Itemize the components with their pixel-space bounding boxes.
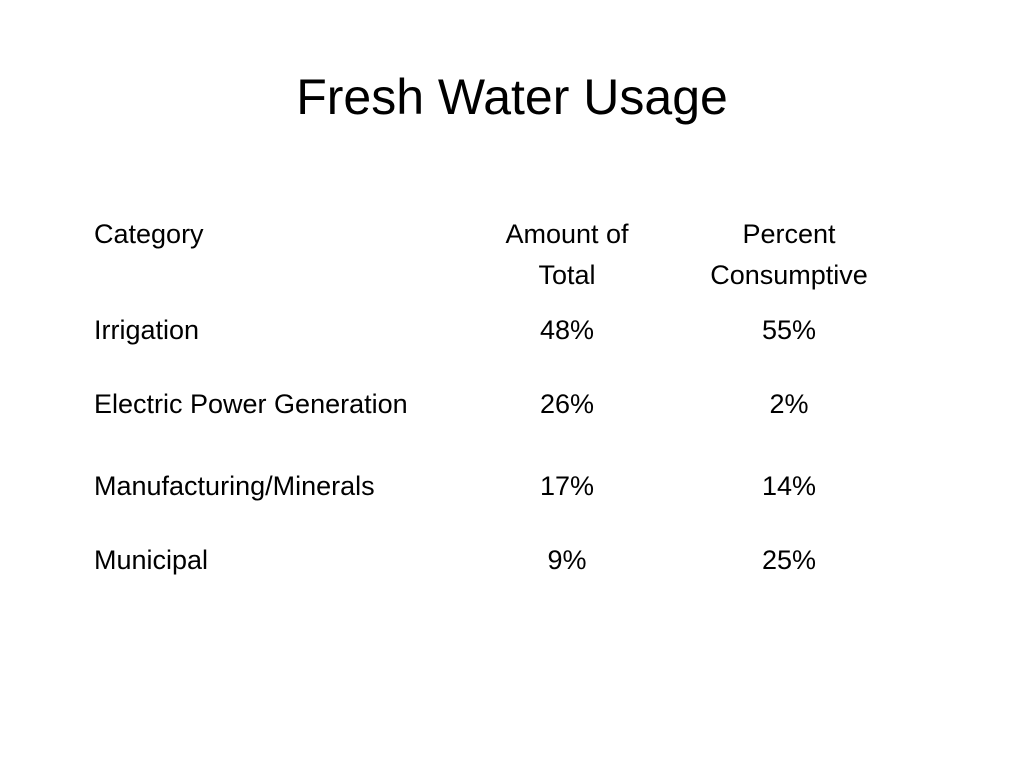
header-percent: Percent Consumptive bbox=[710, 219, 868, 290]
row-amount: 9% bbox=[547, 545, 587, 575]
row-percent: 2% bbox=[769, 389, 809, 419]
header-amount: Amount of Total bbox=[505, 219, 629, 290]
row-percent: 14% bbox=[761, 471, 817, 501]
row-percent: 55% bbox=[761, 315, 817, 345]
row-amount: 17% bbox=[539, 471, 595, 501]
table-row: Manufacturing/Minerals 17% 14% bbox=[94, 466, 934, 540]
row-amount: 48% bbox=[539, 315, 595, 345]
row-category: Manufacturing/Minerals bbox=[94, 471, 375, 501]
row-category: Irrigation bbox=[94, 315, 200, 345]
table-header-row: Category Amount of Total Percent Consump… bbox=[94, 214, 934, 310]
row-amount: 26% bbox=[539, 389, 595, 419]
table-row: Irrigation 48% 55% bbox=[94, 310, 934, 384]
table-row: Electric Power Generation 26% 2% bbox=[94, 384, 934, 466]
header-category: Category bbox=[94, 219, 204, 249]
water-usage-table: Category Amount of Total Percent Consump… bbox=[94, 214, 934, 600]
row-category: Electric Power Generation bbox=[94, 389, 408, 419]
slide-title: Fresh Water Usage bbox=[296, 69, 728, 125]
row-category: Municipal bbox=[94, 545, 209, 575]
table-row: Municipal 9% 25% bbox=[94, 540, 934, 600]
row-percent: 25% bbox=[761, 545, 817, 575]
